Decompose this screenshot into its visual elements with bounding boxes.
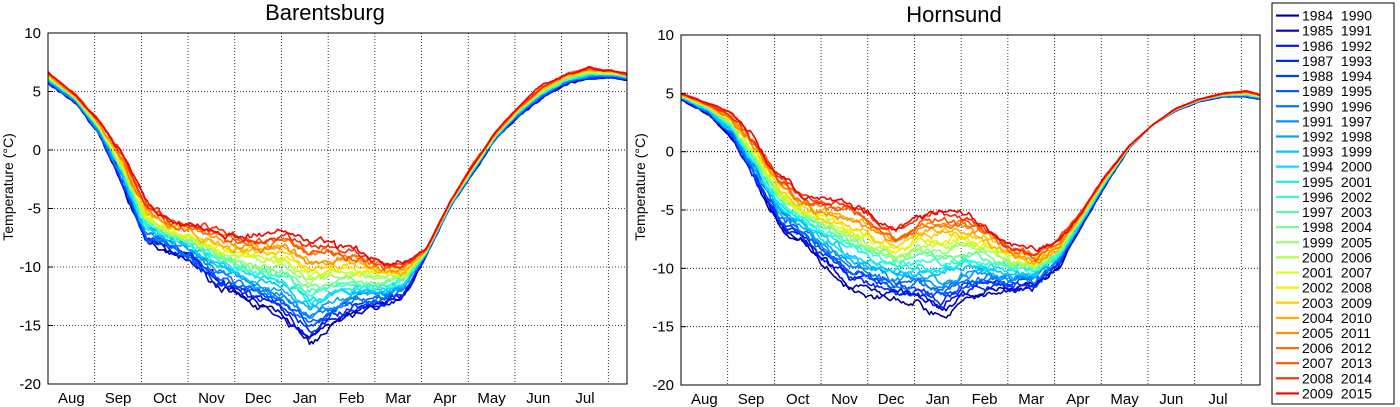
hornsund-xtick-label: Jul bbox=[1208, 391, 1227, 407]
barentsburg-xtick-label: Jun bbox=[526, 390, 550, 407]
legend-label: 2007 2013 bbox=[1302, 355, 1372, 371]
legend-label: 1995 2001 bbox=[1302, 174, 1372, 190]
barentsburg-ytick-label: -20 bbox=[19, 376, 41, 393]
legend-label: 2008 2014 bbox=[1302, 370, 1372, 386]
barentsburg-xtick-label: Oct bbox=[153, 390, 177, 407]
hornsund-series-line bbox=[681, 90, 1260, 257]
hornsund-series-line bbox=[681, 90, 1260, 253]
barentsburg-ytick-label: 0 bbox=[33, 142, 41, 159]
legend-label: 2009 2015 bbox=[1302, 385, 1372, 401]
hornsund-y-axis-label: Temperature (°C) bbox=[632, 133, 648, 241]
barentsburg-xtick-label: Jan bbox=[293, 390, 317, 407]
barentsburg-title: Barentsburg bbox=[265, 0, 385, 25]
barentsburg-xtick-label: Sep bbox=[105, 390, 132, 407]
legend-label: 1994 2000 bbox=[1302, 159, 1372, 175]
legend-label: 2001 2007 bbox=[1302, 265, 1372, 281]
hornsund-title: Hornsund bbox=[906, 2, 1001, 27]
barentsburg-xtick-label: Apr bbox=[433, 390, 456, 407]
hornsund-series-line bbox=[681, 90, 1260, 256]
barentsburg-y-axis-label: Temperature (°C) bbox=[0, 133, 16, 241]
hornsund-panel: Hornsund Temperature (°C) 10 5 0 -5 -10 -15 -2… bbox=[632, 2, 1261, 407]
barentsburg-ytick-label: -15 bbox=[19, 318, 41, 335]
hornsund-xtick-label: Oct bbox=[786, 391, 810, 407]
legend-label: 1987 1993 bbox=[1302, 53, 1372, 69]
legend-label: 1988 1994 bbox=[1302, 68, 1372, 84]
barentsburg-xtick-label: Mar bbox=[385, 390, 411, 407]
legend-box bbox=[1271, 2, 1395, 405]
hornsund-ytick-label: 0 bbox=[666, 144, 674, 161]
barentsburg-xtick-label: Feb bbox=[339, 390, 365, 407]
hornsund-xtick-label: Feb bbox=[972, 391, 998, 407]
hornsund-ytick-label: 10 bbox=[657, 27, 674, 44]
hornsund-xtick-label: Jan bbox=[926, 391, 950, 407]
barentsburg-series-line bbox=[48, 65, 627, 267]
legend-label: 2000 2006 bbox=[1302, 249, 1372, 265]
barentsburg-panel: Barentsburg Temperature (°C) 10 5 0 -5 -10 -1… bbox=[0, 0, 628, 407]
legend-label: 2006 2012 bbox=[1302, 340, 1372, 356]
legend-label: 1998 2004 bbox=[1302, 219, 1372, 235]
barentsburg-xtick-label: Dec bbox=[245, 390, 272, 407]
hornsund-ytick-label: -10 bbox=[652, 260, 674, 277]
legend-label: 1993 1999 bbox=[1302, 144, 1372, 160]
legend-label: 1986 1992 bbox=[1302, 38, 1372, 54]
legend-label: 1997 2003 bbox=[1302, 204, 1372, 220]
hornsund-xtick-label: Sep bbox=[738, 391, 765, 407]
hornsund-xtick-label: Aug bbox=[691, 391, 718, 407]
hornsund-series-line bbox=[681, 95, 1260, 312]
barentsburg-ytick-label: -10 bbox=[19, 259, 41, 276]
legend-label: 2002 2008 bbox=[1302, 280, 1372, 296]
barentsburg-ytick-label: 10 bbox=[24, 25, 41, 42]
hornsund-xtick-label: May bbox=[1110, 391, 1139, 407]
hornsund-ytick-label: -5 bbox=[661, 202, 674, 219]
hornsund-xtick-label: Dec bbox=[878, 391, 905, 407]
hornsund-xtick-label: Jun bbox=[1159, 391, 1183, 407]
legend-label: 1989 1995 bbox=[1302, 83, 1372, 99]
barentsburg-ytick-label: -5 bbox=[28, 201, 41, 218]
legend-label: 1999 2005 bbox=[1302, 234, 1372, 250]
hornsund-ytick-label: 5 bbox=[666, 85, 674, 102]
legend-label: 1996 2002 bbox=[1302, 189, 1372, 205]
barentsburg-series-line bbox=[48, 70, 627, 279]
legend-label: 1990 1996 bbox=[1302, 98, 1372, 114]
barentsburg-xtick-label: May bbox=[477, 390, 506, 407]
legend-label: 2004 2010 bbox=[1302, 310, 1372, 326]
barentsburg-ytick-label: 5 bbox=[33, 84, 41, 101]
hornsund-ytick-label: -15 bbox=[652, 319, 674, 336]
legend-label: 1991 1997 bbox=[1302, 113, 1372, 129]
legend-label: 2005 2011 bbox=[1302, 325, 1371, 341]
barentsburg-xtick-label: Nov bbox=[198, 390, 225, 407]
legend-label: 1992 1998 bbox=[1302, 128, 1372, 144]
legend-label: 2003 2009 bbox=[1302, 295, 1372, 311]
legend-label: 1985 1991 bbox=[1302, 23, 1372, 39]
barentsburg-xtick-label: Jul bbox=[575, 390, 594, 407]
hornsund-ytick-label: -20 bbox=[652, 377, 674, 394]
hornsund-xtick-label: Mar bbox=[1018, 391, 1044, 407]
barentsburg-xtick-label: Aug bbox=[58, 390, 85, 407]
barentsburg-series-line bbox=[48, 70, 627, 277]
hornsund-xtick-label: Nov bbox=[831, 391, 858, 407]
hornsund-xtick-label: Apr bbox=[1066, 391, 1089, 407]
legend-label: 1984 1990 bbox=[1302, 8, 1372, 24]
